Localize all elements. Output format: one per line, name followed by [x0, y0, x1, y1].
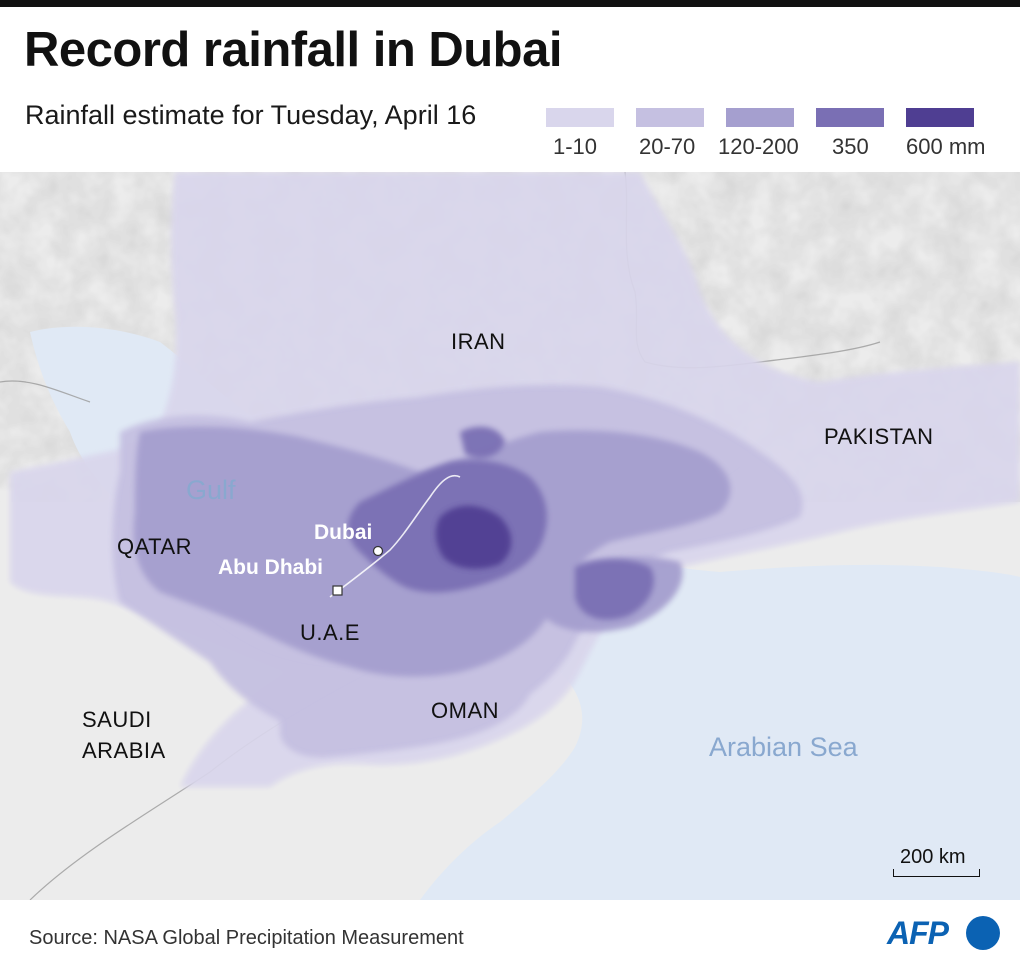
label-pakistan: PAKISTAN	[824, 424, 934, 449]
afp-logo-dot	[966, 916, 1000, 950]
label-gulf: Gulf	[186, 475, 236, 505]
label-arabian-sea: Arabian Sea	[709, 732, 858, 762]
legend-label-350: 350	[832, 134, 869, 159]
chart-title: Record rainfall in Dubai	[24, 23, 562, 77]
legend-label-120-200: 120-200	[718, 134, 799, 159]
label-dubai: Dubai	[314, 521, 373, 544]
afp-logo-text: AFP	[887, 915, 949, 951]
map-canvas	[0, 172, 1020, 900]
label-uae: U.A.E	[300, 620, 360, 645]
legend-swatch-120-200	[726, 108, 794, 127]
rainfall-legend: 1-10 20-70 120-200 350 600 mm	[0, 108, 1020, 168]
label-iran: IRAN	[451, 329, 506, 354]
source-note: Source: NASA Global Precipitation Measur…	[29, 927, 464, 949]
label-abu-dhabi: Abu Dhabi	[218, 556, 323, 579]
rainfall-map: IRAN PAKISTAN QATAR U.A.E OMAN SAUDI ARA…	[0, 172, 1020, 900]
chart-subtitle: Rainfall estimate for Tuesday, April 16	[25, 100, 477, 130]
label-saudi-line1: SAUDI	[82, 707, 152, 732]
legend-label-20-70: 20-70	[639, 134, 696, 159]
rain-level-5	[435, 505, 512, 569]
label-qatar: QATAR	[117, 534, 193, 559]
legend-swatch-20-70	[636, 108, 704, 127]
top-rule	[0, 0, 1020, 7]
label-oman: OMAN	[431, 698, 499, 723]
uae-coastline	[329, 475, 461, 598]
label-saudi-line2: ARABIA	[82, 738, 166, 763]
scale-label: 200 km	[900, 846, 966, 868]
legend-swatch-600	[906, 108, 974, 127]
legend-swatch-350	[816, 108, 884, 127]
afp-logo: AFP	[887, 914, 1005, 954]
dubai-marker	[372, 545, 384, 557]
legend-label-600: 600 mm	[906, 134, 986, 159]
legend-swatch-1-10	[546, 108, 614, 127]
legend-label-1-10: 1-10	[553, 134, 598, 159]
scale-bar	[893, 869, 980, 877]
abu-dhabi-marker	[332, 585, 343, 596]
